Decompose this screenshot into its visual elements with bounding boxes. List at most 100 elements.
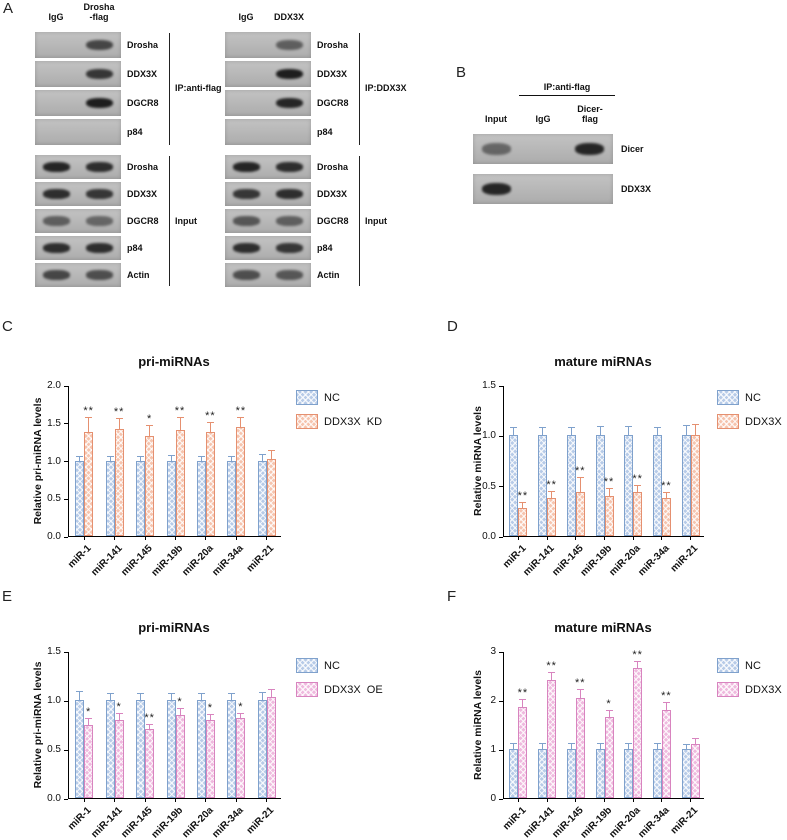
error-bar-cap xyxy=(596,426,604,428)
ip-header: IP:anti-flag xyxy=(519,82,615,96)
y-tick xyxy=(64,798,68,800)
protein-band xyxy=(481,143,511,155)
significance-marker: ** xyxy=(546,660,557,673)
input-bracket-label: Input xyxy=(365,216,387,226)
blot xyxy=(225,209,311,233)
error-bar xyxy=(118,419,120,429)
x-category-label: miR-21 xyxy=(669,543,701,575)
protein-band xyxy=(276,216,303,226)
bar-ddx3x-oe xyxy=(604,717,614,798)
bar-nc xyxy=(538,749,548,798)
error-bar-cap xyxy=(682,744,690,746)
protein-band xyxy=(233,216,260,226)
error-bar-cap xyxy=(237,417,245,419)
lane-header: IgG xyxy=(238,12,254,22)
x-tick xyxy=(517,799,519,802)
plot-area: 0.0 0.5 1.0 1.5 2.0 miR-1 ** miR-141 ** miR-145 * m… xyxy=(47,380,281,579)
legend-item: DDX3X KD xyxy=(717,414,787,429)
error-bar xyxy=(270,690,272,698)
y-tick xyxy=(499,486,503,488)
x-category-label: miR-145 xyxy=(119,543,155,579)
legend-swatch xyxy=(717,414,739,429)
error-bar-cap xyxy=(85,717,93,719)
blot-row-label: Drosha xyxy=(127,40,159,50)
x-category-label: miR-20a xyxy=(607,543,643,579)
lane-header: IgG xyxy=(48,12,64,22)
legend-item: NC xyxy=(717,658,787,673)
protein-band xyxy=(276,40,303,50)
error-bar xyxy=(109,694,111,700)
error-bar xyxy=(656,744,658,749)
error-bar-cap xyxy=(605,710,613,712)
legend: NC DDX3X KD xyxy=(296,390,382,438)
blot-row-label: Actin xyxy=(317,270,340,280)
legend-swatch xyxy=(717,658,739,673)
input-bracket-label: Input xyxy=(175,216,197,226)
blot xyxy=(35,32,121,58)
error-bar xyxy=(522,502,524,508)
error-bar xyxy=(579,477,581,492)
y-tick xyxy=(499,435,503,437)
blot xyxy=(225,155,311,179)
y-tick xyxy=(499,700,503,702)
protein-band xyxy=(43,189,70,199)
protein-band xyxy=(43,243,70,253)
protein-band xyxy=(86,270,113,280)
significance-marker: * xyxy=(177,695,183,708)
x-category-label: miR-21 xyxy=(669,805,701,837)
significance-marker: * xyxy=(238,700,244,713)
y-axis-title: Relative pri-miRNA levels xyxy=(32,661,44,789)
error-bar-cap xyxy=(115,418,123,419)
blot xyxy=(35,119,121,145)
bar-nc xyxy=(509,749,519,798)
significance-marker: ** xyxy=(113,406,125,418)
legend-label: NC xyxy=(745,391,761,404)
chart-title: mature miRNAs xyxy=(554,620,652,635)
blot-row-label: DGCR8 xyxy=(317,216,349,226)
blot xyxy=(473,134,613,164)
protein-band xyxy=(575,143,605,155)
panel-a-ddx3x-ip-blots: IgG DDX3X Drosha DDX3X DGCR8 p84 Drosha DDX3X DG… xyxy=(225,0,425,295)
significance-marker: ** xyxy=(632,649,643,662)
error-bar-cap xyxy=(548,490,556,492)
x-category-label: miR-34a xyxy=(636,805,672,840)
bar-ddx3x-kd xyxy=(236,426,246,536)
y-tick-label: 0.5 xyxy=(482,480,496,492)
error-bar-cap xyxy=(267,450,275,452)
error-bar xyxy=(608,711,610,718)
error-bar xyxy=(200,694,202,700)
lane-header: Drosha xyxy=(83,2,115,12)
protein-band xyxy=(86,216,113,226)
x-category-label: miR-145 xyxy=(119,805,155,840)
significance-marker: ** xyxy=(661,689,672,702)
blot-row-label: DGCR8 xyxy=(317,98,349,108)
error-bar-cap xyxy=(146,723,154,725)
bar-ddx3x-kd xyxy=(633,491,643,536)
error-bar xyxy=(665,492,667,498)
error-bar xyxy=(79,456,81,461)
bar-nc xyxy=(624,749,634,798)
significance-marker: ** xyxy=(546,478,557,491)
bar-nc xyxy=(566,749,576,798)
significance-marker: * xyxy=(86,705,92,718)
bar-nc xyxy=(196,460,206,536)
bar-nc xyxy=(595,749,605,798)
bar-nc xyxy=(75,460,85,536)
blot xyxy=(225,119,311,145)
blot xyxy=(225,90,311,116)
protein-band xyxy=(233,270,260,280)
y-tick xyxy=(499,536,503,538)
blot xyxy=(225,182,311,206)
error-bar-cap xyxy=(625,743,633,745)
significance-marker: ** xyxy=(603,475,615,488)
protein-band xyxy=(481,183,511,195)
x-category-label: miR-34a xyxy=(210,543,247,579)
legend-swatch xyxy=(296,658,318,673)
error-bar-cap xyxy=(539,743,547,745)
x-category-label: miR-1 xyxy=(66,805,94,833)
error-bar xyxy=(88,718,90,725)
bar-ddx3x-kd xyxy=(518,507,528,536)
y-tick xyxy=(64,385,68,387)
significance-marker: ** xyxy=(517,489,529,502)
blot xyxy=(473,174,613,204)
